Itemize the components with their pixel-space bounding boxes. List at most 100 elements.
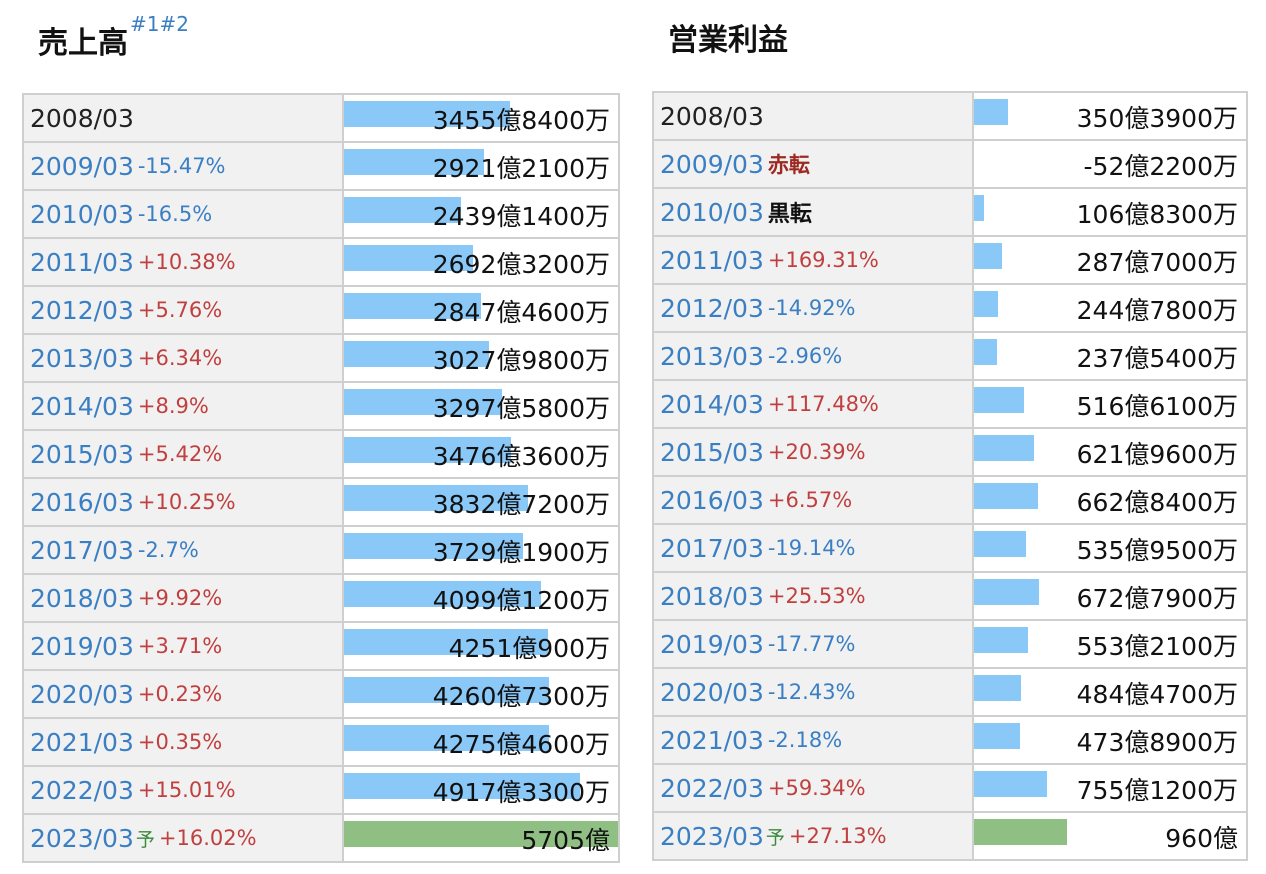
year-link[interactable]: 2008/03 xyxy=(660,101,764,131)
year-link[interactable]: 2011/03 xyxy=(660,245,764,275)
year-link[interactable]: 2014/03 xyxy=(660,389,764,419)
year-link[interactable]: 2020/03 xyxy=(660,677,764,707)
value-bar xyxy=(974,435,1034,461)
year-link[interactable]: 2018/03 xyxy=(660,581,764,611)
year-link[interactable]: 2022/03 xyxy=(660,773,764,803)
table-row: 2018/03 +25.53% 672億7900万 xyxy=(654,573,1246,621)
change-rate: +10.25% xyxy=(137,490,236,514)
value-cell: 2921億2100万 xyxy=(344,143,618,189)
value-cell: 244億7800万 xyxy=(974,285,1246,331)
value-label: 473億8900万 xyxy=(1076,728,1238,757)
year-link[interactable]: 2017/03 xyxy=(660,533,764,563)
value-cell: 287億7000万 xyxy=(974,237,1246,283)
row-label: 2008/03 xyxy=(24,95,344,141)
value-bar xyxy=(344,101,510,127)
year-link[interactable]: 2009/03 xyxy=(30,151,134,181)
forecast-bar xyxy=(974,819,1067,845)
value-bar xyxy=(344,581,541,607)
value-bar xyxy=(974,771,1047,797)
year-link[interactable]: 2018/03 xyxy=(30,583,134,613)
value-cell: 516億6100万 xyxy=(974,381,1246,427)
year-link[interactable]: 2010/03 xyxy=(30,199,134,229)
value-label: 3476億3600万 xyxy=(432,442,610,471)
operating-profit-title: 営業利益 xyxy=(668,15,788,59)
year-link[interactable]: 2012/03 xyxy=(30,295,134,325)
change-rate: +16.02% xyxy=(158,826,257,850)
year-link[interactable]: 2013/03 xyxy=(30,343,134,373)
value-label: 5705億 xyxy=(521,826,610,855)
year-link[interactable]: 2019/03 xyxy=(30,631,134,661)
value-bar xyxy=(974,99,1008,125)
year-link[interactable]: 2011/03 xyxy=(30,247,134,277)
value-label: 2921億2100万 xyxy=(432,154,610,183)
year-link[interactable]: 2013/03 xyxy=(660,341,764,371)
value-bar xyxy=(344,341,489,367)
change-rate: +5.42% xyxy=(137,442,223,466)
change-rate: +25.53% xyxy=(767,584,866,608)
year-link[interactable]: 2017/03 xyxy=(30,535,134,565)
table-row: 2009/03 -15.47% 2921億2100万 xyxy=(24,143,618,191)
row-label: 2013/03 +6.34% xyxy=(24,335,344,381)
row-label: 2015/03 +5.42% xyxy=(24,431,344,477)
year-link[interactable]: 2012/03 xyxy=(660,293,764,323)
year-link[interactable]: 2016/03 xyxy=(660,485,764,515)
value-cell: 2692億3200万 xyxy=(344,239,618,285)
year-link[interactable]: 2014/03 xyxy=(30,391,134,421)
change-rate: -2.96% xyxy=(767,344,843,368)
value-label: 484億4700万 xyxy=(1076,680,1238,709)
year-link[interactable]: 2021/03 xyxy=(660,725,764,755)
year-link[interactable]: 2015/03 xyxy=(660,437,764,467)
row-label: 2013/03 -2.96% xyxy=(654,333,974,379)
value-cell: 4099億1200万 xyxy=(344,575,618,621)
value-label: 2439億1400万 xyxy=(432,202,610,231)
year-link[interactable]: 2022/03 xyxy=(30,775,134,805)
change-rate: +20.39% xyxy=(767,440,866,464)
sales-table: 2008/03 3455億8400万 2009/03 -15.47% 2921億2100… xyxy=(22,93,620,863)
row-label: 2023/03 予 +16.02% xyxy=(24,815,344,861)
row-label: 2016/03 +6.57% xyxy=(654,477,974,523)
value-cell: 3027億9800万 xyxy=(344,335,618,381)
change-rate: -12.43% xyxy=(767,680,856,704)
row-label: 2008/03 xyxy=(654,93,974,139)
value-cell: 473億8900万 xyxy=(974,717,1246,763)
table-row: 2022/03 +59.34% 755億1200万 xyxy=(654,765,1246,813)
row-label: 2022/03 +59.34% xyxy=(654,765,974,811)
year-link[interactable]: 2015/03 xyxy=(30,439,134,469)
year-link[interactable]: 2019/03 xyxy=(660,629,764,659)
year-link[interactable]: 2023/03 xyxy=(30,823,134,853)
table-row: 2011/03 +10.38% 2692億3200万 xyxy=(24,239,618,287)
year-link[interactable]: 2023/03 xyxy=(660,821,764,851)
forecast-bar xyxy=(344,821,618,847)
year-link[interactable]: 2008/03 xyxy=(30,103,134,133)
value-cell: 662億8400万 xyxy=(974,477,1246,523)
change-rate: +3.71% xyxy=(137,634,223,658)
operating-profit-title-text: 営業利益 xyxy=(668,23,788,58)
year-link[interactable]: 2009/03 xyxy=(660,149,764,179)
value-label: 4917億3300万 xyxy=(432,778,610,807)
table-row: 2017/03 -19.14% 535億9500万 xyxy=(654,525,1246,573)
table-row: 2013/03 +6.34% 3027億9800万 xyxy=(24,335,618,383)
value-label: 755億1200万 xyxy=(1076,776,1238,805)
row-label: 2009/03 赤転 xyxy=(654,141,974,187)
value-label: -52億2200万 xyxy=(1083,152,1238,181)
sales-title: 売上高#1#2 xyxy=(38,12,189,62)
change-rate: +6.57% xyxy=(767,488,853,512)
table-row: 2016/03 +10.25% 3832億7200万 xyxy=(24,479,618,527)
value-bar xyxy=(974,243,1002,269)
table-row: 2014/03 +8.9% 3297億5800万 xyxy=(24,383,618,431)
sales-title-notes[interactable]: #1#2 xyxy=(130,12,189,36)
value-label: 960億 xyxy=(1165,824,1238,853)
year-link[interactable]: 2010/03 xyxy=(660,197,764,227)
value-label: 106億8300万 xyxy=(1076,200,1238,229)
table-row: 2021/03 +0.35% 4275億4600万 xyxy=(24,719,618,767)
year-link[interactable]: 2016/03 xyxy=(30,487,134,517)
value-bar xyxy=(344,485,528,511)
change-rate: -15.47% xyxy=(137,154,226,178)
value-bar xyxy=(344,533,523,559)
value-cell: 484億4700万 xyxy=(974,669,1246,715)
year-link[interactable]: 2021/03 xyxy=(30,727,134,757)
year-link[interactable]: 2020/03 xyxy=(30,679,134,709)
change-rate: +117.48% xyxy=(767,392,879,416)
change-rate: -2.18% xyxy=(767,728,843,752)
row-label: 2017/03 -2.7% xyxy=(24,527,344,573)
